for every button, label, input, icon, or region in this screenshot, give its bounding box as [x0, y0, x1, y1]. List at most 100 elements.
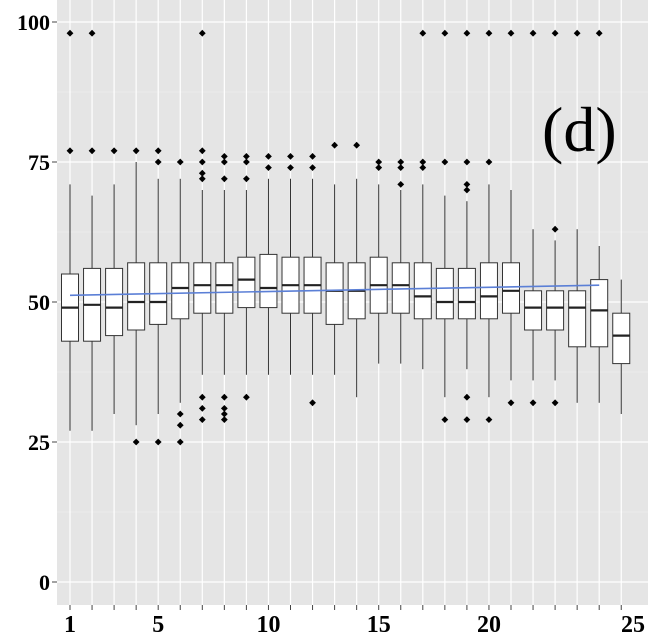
x-tick-label: 20: [477, 612, 501, 638]
box-body: [568, 290, 587, 348]
outlier-point: [220, 158, 228, 166]
y-tick-label: 25: [28, 430, 50, 455]
outlier-point: [265, 153, 272, 160]
outlier-point: [220, 153, 228, 160]
box-body: [193, 262, 212, 314]
y-tick-label: 100: [17, 10, 50, 35]
x-tick-label: 25: [621, 612, 645, 638]
outlier-point: [463, 158, 471, 166]
box-13: [325, 141, 344, 375]
outlier-point: [198, 169, 206, 177]
outlier-point: [397, 164, 405, 171]
outlier-point: [220, 393, 228, 401]
outlier-point: [287, 153, 294, 160]
box-16: [391, 158, 410, 364]
outlier-point: [419, 164, 427, 171]
box-body: [171, 262, 190, 320]
outlier-point: [176, 158, 184, 166]
outlier-point: [309, 153, 316, 160]
box-body: [546, 290, 565, 331]
outlier-point: [441, 416, 449, 423]
outlier-point: [595, 29, 603, 37]
box-body: [479, 262, 498, 320]
outlier-point: [441, 29, 449, 37]
trend-line: [69, 284, 600, 297]
y-tick-label: 0: [39, 570, 50, 595]
outlier-point: [66, 147, 74, 155]
outlier-point: [154, 438, 162, 446]
box-17: [413, 29, 432, 370]
outlier-point: [485, 29, 493, 37]
outlier-point: [243, 175, 250, 183]
outlier-point: [198, 405, 206, 412]
box-body: [612, 312, 631, 365]
box-body: [215, 262, 234, 314]
outlier-point: [463, 181, 471, 188]
x-tick-label: 1: [64, 612, 76, 638]
outlier-point: [463, 416, 471, 423]
box-9: [237, 153, 256, 401]
box-8: [215, 153, 234, 423]
box-body: [127, 262, 146, 331]
outlier-point: [419, 158, 427, 166]
outlier-point: [198, 393, 206, 401]
boxes: [61, 29, 631, 446]
box-body: [524, 290, 543, 331]
outlier-point: [176, 410, 184, 418]
outlier-point: [198, 175, 206, 183]
outlier-point: [573, 29, 581, 37]
outlier-point: [441, 158, 449, 166]
box-25: [590, 29, 609, 403]
box-22: [524, 29, 543, 407]
outlier-point: [154, 147, 162, 155]
y-axis: 0 25 50 75 100: [17, 10, 57, 595]
outlier-point: [529, 29, 537, 37]
outlier-point: [507, 29, 515, 37]
outlier-point: [397, 158, 405, 166]
outlier-point: [551, 225, 559, 233]
outlier-point: [176, 421, 184, 429]
outlier-point: [110, 147, 118, 155]
box-body: [325, 262, 344, 325]
outlier-point: [551, 29, 559, 37]
outlier-point: [507, 399, 515, 407]
box-12: [303, 153, 322, 407]
box-body: [590, 279, 609, 348]
x-tick-label: 10: [256, 612, 280, 638]
box-body: [457, 267, 476, 320]
outlier-point: [198, 29, 206, 37]
outlier-point: [88, 29, 96, 37]
box-11: [281, 153, 300, 375]
outlier-point: [132, 147, 140, 155]
box-3: [105, 147, 124, 414]
outlier-point: [485, 158, 493, 166]
outlier-point: [375, 164, 383, 171]
outlier-point: [375, 158, 383, 166]
box-7: [193, 29, 212, 423]
box-24: [568, 29, 587, 403]
box-6: [171, 158, 190, 446]
outlier-point: [287, 164, 294, 171]
outlier-point: [485, 416, 493, 423]
outlier-point: [309, 399, 316, 407]
box-18: [435, 29, 454, 423]
outlier-point: [220, 175, 228, 183]
outlier-point: [243, 158, 250, 166]
outlier-point: [66, 29, 74, 37]
box-14: [347, 141, 366, 398]
outlier-point: [309, 164, 316, 171]
box-body: [413, 262, 432, 320]
box-body: [237, 256, 256, 309]
outlier-point: [176, 438, 184, 446]
x-tick-label: 15: [367, 612, 391, 638]
outlier-point: [265, 164, 272, 171]
outlier-point: [551, 399, 559, 407]
outlier-point: [463, 393, 471, 401]
outlier-point: [88, 147, 96, 155]
box-21: [502, 29, 520, 407]
outlier-point: [331, 141, 338, 149]
outlier-point: [220, 410, 228, 418]
outlier-point: [353, 141, 361, 149]
y-tick-label: 50: [28, 290, 50, 315]
trend-line-group: [69, 284, 600, 297]
